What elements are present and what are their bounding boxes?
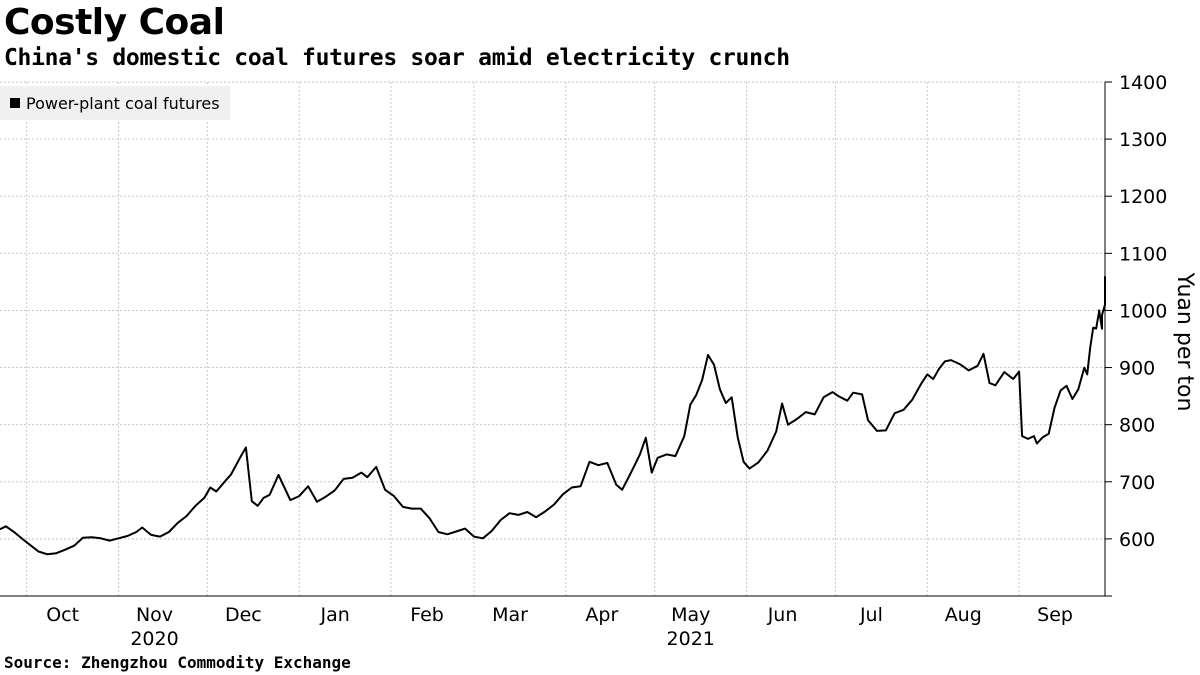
y-tick-label: 700	[1119, 472, 1155, 494]
x-tick-label: Jan	[320, 604, 350, 626]
y-axis-label: Yuan per ton	[1172, 272, 1197, 412]
y-tick-label: 600	[1119, 529, 1155, 551]
chart-title: Costly Coal	[4, 2, 225, 43]
y-tick-label: 1100	[1119, 243, 1167, 265]
x-year-label: 2020	[130, 628, 178, 650]
x-tick-label: Jun	[767, 604, 798, 626]
y-tick-label: 1200	[1119, 186, 1167, 208]
y-tick-label: 1000	[1119, 300, 1167, 322]
legend-swatch	[10, 98, 20, 108]
y-tick-label: 800	[1119, 415, 1155, 437]
chart-subtitle: China's domestic coal futures soar amid …	[4, 45, 790, 71]
x-tick-label: Feb	[410, 604, 444, 626]
grid-lines	[0, 81, 1105, 596]
x-tick-label: Sep	[1037, 604, 1073, 626]
y-tick-label: 1300	[1119, 129, 1167, 151]
y-tick-label: 1400	[1119, 72, 1167, 94]
x-tick-label: Nov	[136, 604, 173, 626]
y-tick-label: 900	[1119, 358, 1155, 380]
x-tick-label: Jul	[859, 604, 883, 626]
x-tick-label: May	[671, 604, 710, 626]
x-year-label: 2021	[667, 628, 715, 650]
x-tick-label: Oct	[46, 604, 79, 626]
legend-label: Power-plant coal futures	[26, 93, 220, 113]
legend: Power-plant coal futures	[0, 86, 230, 120]
x-tick-label: Apr	[585, 604, 618, 626]
x-tick-label: Mar	[492, 604, 528, 626]
x-tick-label: Aug	[945, 604, 982, 626]
series-line-0	[0, 276, 1106, 556]
x-tick-label: Dec	[225, 604, 262, 626]
source-note: Source: Zhengzhou Commodity Exchange	[4, 653, 351, 672]
y-axis: 600 700 800 900 1000 1100 1200 1300 1400	[1104, 72, 1167, 597]
series-layer	[0, 276, 1106, 556]
